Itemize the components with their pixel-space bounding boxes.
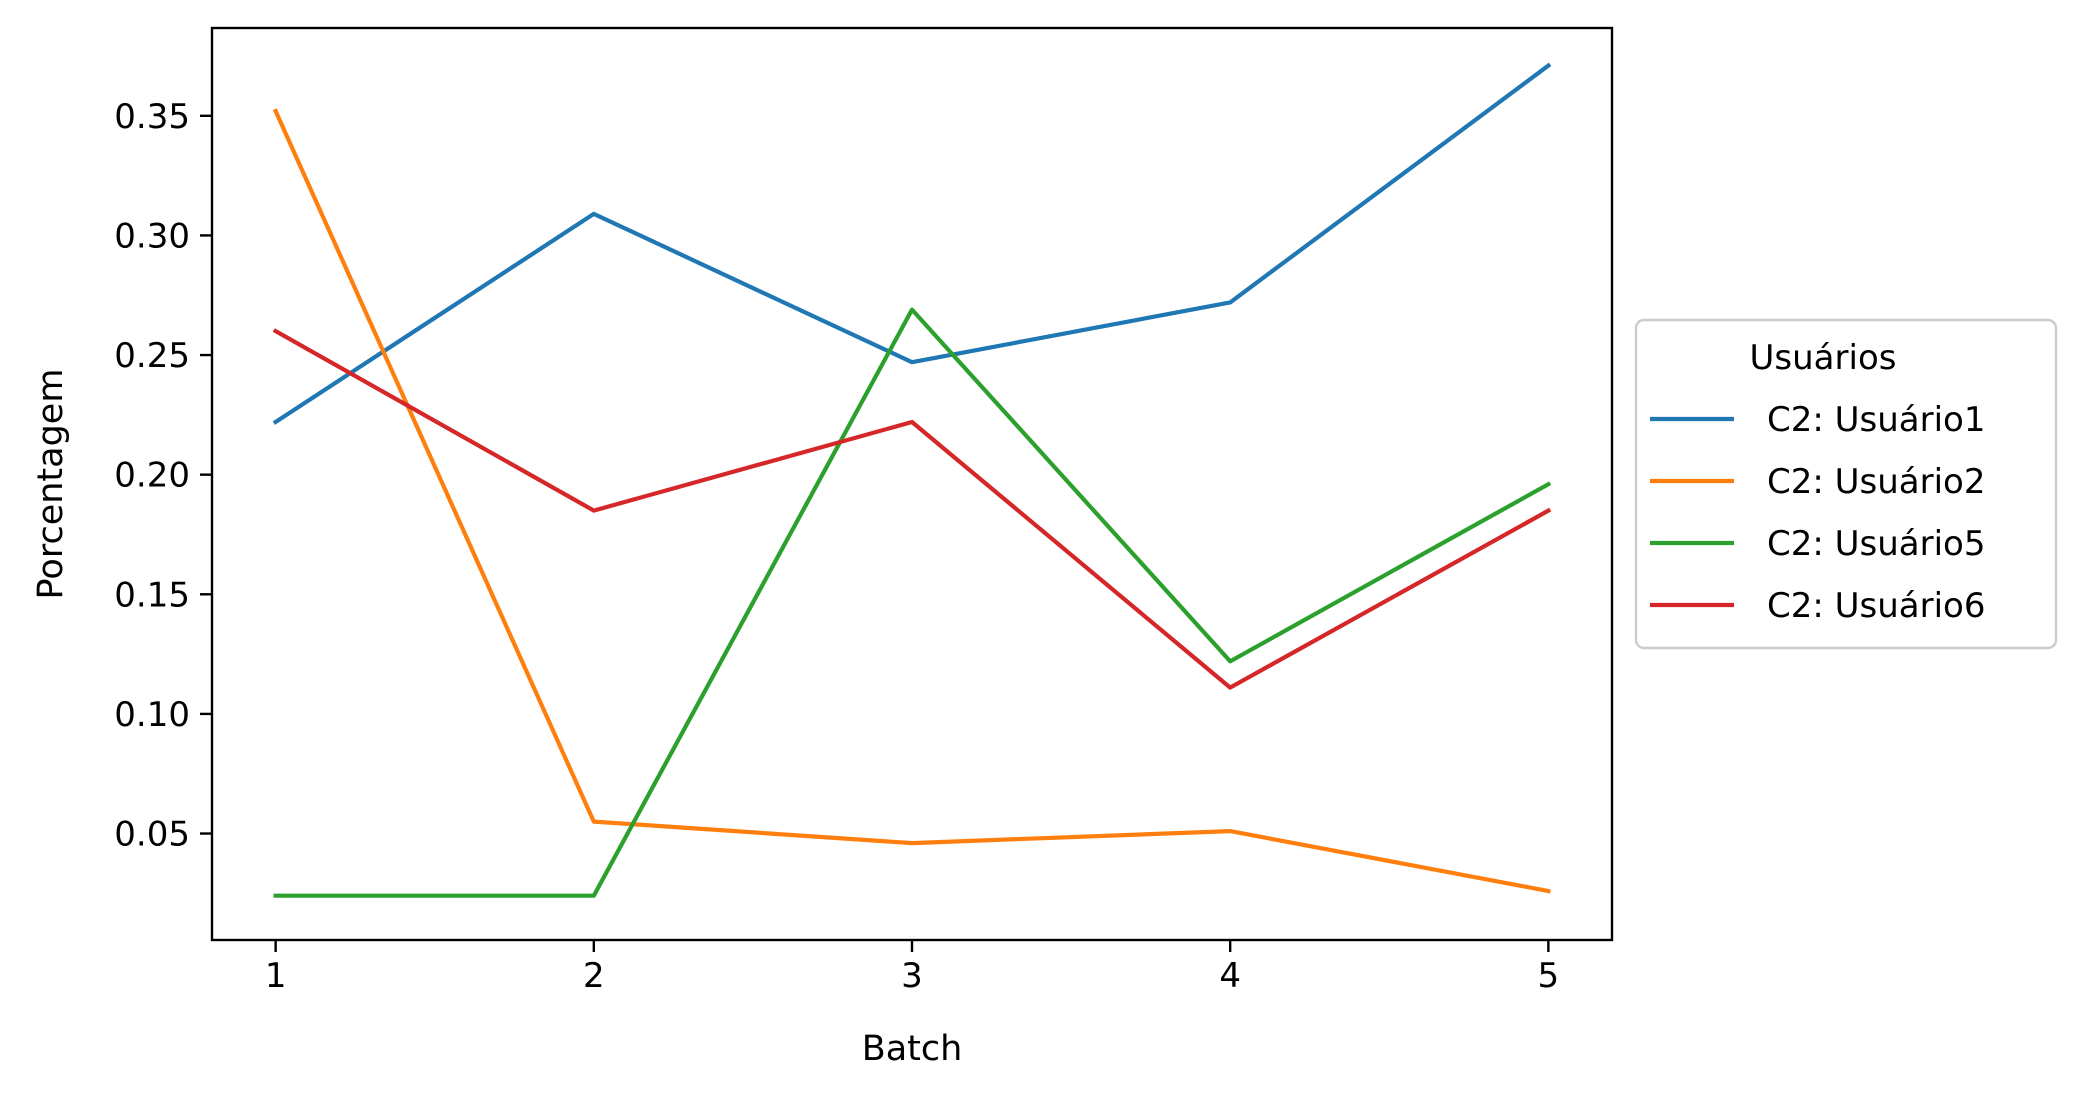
x-axis-label: Batch (862, 1029, 963, 1069)
series-line-4 (272, 328, 1552, 690)
x-tick-label: 5 (1538, 956, 1560, 996)
y-tick-label: 0.05 (114, 815, 190, 855)
y-axis: 0.05 0.10 0.15 0.20 0.25 0.30 0.35 (114, 97, 212, 855)
plot-area-frame (210, 26, 1614, 942)
legend-label-3: C2: Usuário5 (1767, 524, 1985, 564)
x-tick-label: 3 (901, 956, 923, 996)
series-line-2 (272, 108, 1551, 894)
y-tick-label: 0.30 (114, 216, 190, 256)
legend-label-2: C2: Usuário2 (1767, 462, 1985, 502)
y-axis-label: Porcentagem (31, 369, 71, 600)
legend-label-4: C2: Usuário6 (1767, 586, 1985, 626)
x-axis: 1 2 3 4 5 (265, 940, 1559, 996)
y-tick-label: 0.20 (114, 456, 190, 496)
legend-box (1634, 318, 2058, 650)
y-tick-label: 0.10 (114, 695, 190, 735)
y-tick-label: 0.25 (114, 336, 190, 376)
legend-label-1: C2: Usuário1 (1767, 400, 1985, 440)
x-tick-label: 2 (583, 956, 605, 996)
legend-entries: C2: Usuário1 C2: Usuário2 C2: Usuário5 C2: … (1650, 400, 1985, 626)
series-line-3 (273, 307, 1552, 898)
x-tick-label: 4 (1219, 956, 1241, 996)
series-line-1 (272, 62, 1552, 425)
y-tick-label: 0.15 (114, 575, 190, 615)
y-tick-label: 0.35 (114, 97, 190, 137)
series-layer (272, 62, 1552, 898)
legend-title: Usuários (1750, 338, 1897, 378)
x-tick-label: 1 (265, 956, 287, 996)
